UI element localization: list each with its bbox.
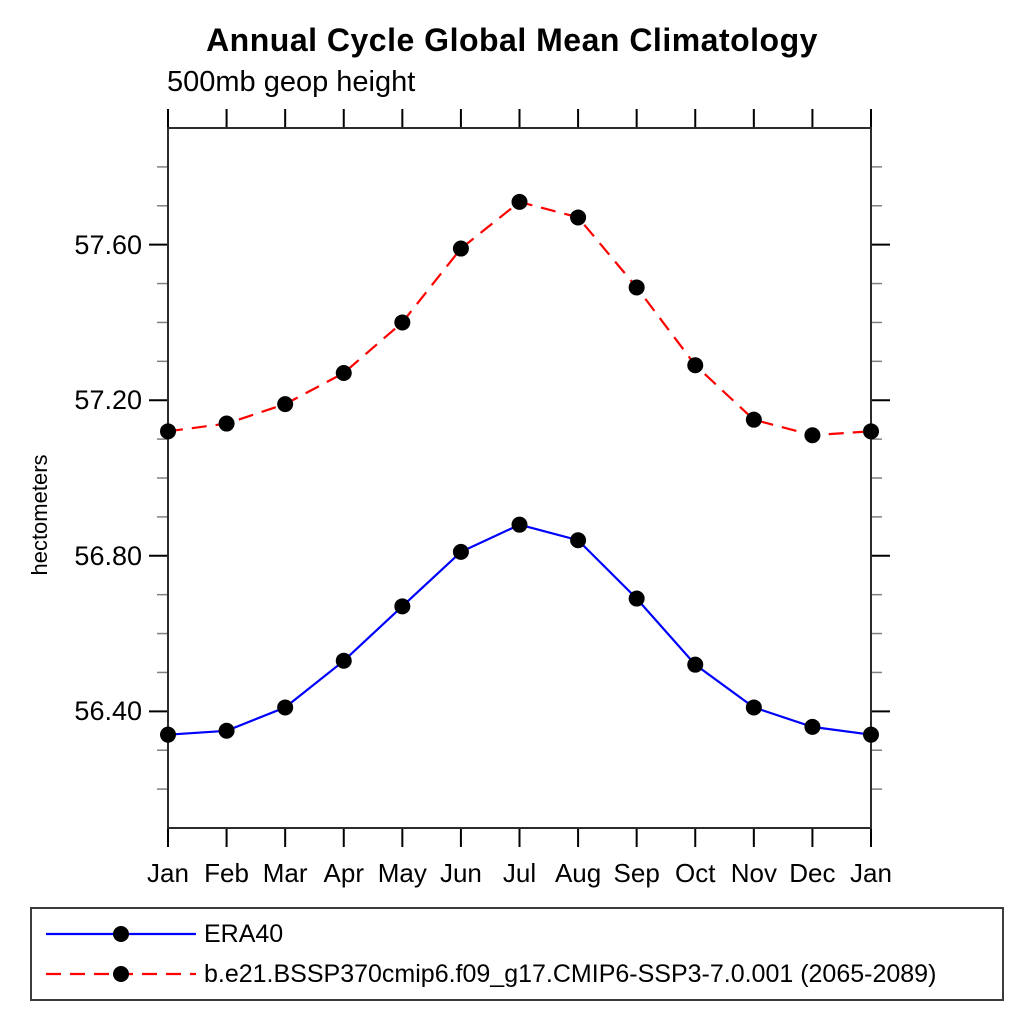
x-tick-label: Mar (262, 858, 308, 888)
data-point-marker (570, 209, 587, 226)
y-tick-label: 57.20 (74, 385, 142, 416)
x-tick-label: Jan (850, 858, 892, 888)
data-point-marker (745, 699, 762, 716)
chart-subtitle: 500mb geop height (167, 66, 416, 98)
data-point-marker (628, 279, 645, 296)
data-point-marker (218, 722, 235, 739)
data-point-marker (570, 532, 587, 549)
legend-entry-era40: ERA40 (45, 919, 1002, 949)
data-point-marker (452, 240, 469, 257)
legend-sample-marker (113, 926, 129, 942)
x-tick-label: Jul (502, 858, 537, 888)
data-point-marker (277, 396, 294, 413)
x-tick-label: Jan (147, 858, 189, 888)
legend-entry-model: b.e21.BSSP370cmip6.f09_g17.CMIP6-SSP3-7.… (45, 959, 1002, 989)
series-line-1 (167, 200, 872, 437)
y-tick-label: 56.40 (74, 696, 142, 727)
data-point-marker (687, 357, 704, 374)
data-point-marker (863, 726, 879, 743)
data-point-marker (335, 365, 352, 381)
legend-box: ERA40 b.e21.BSSP370cmip6.f09_g17.CMIP6-S… (30, 907, 1004, 1001)
series-line-0 (167, 523, 872, 736)
x-tick-label: Jun (439, 858, 482, 888)
data-point-marker (160, 423, 176, 440)
plot-frame (167, 127, 872, 829)
data-point-marker (687, 656, 704, 673)
data-point-marker (160, 726, 176, 743)
data-point-marker (394, 598, 411, 615)
y-tick-label: 57.60 (74, 229, 142, 260)
x-tick-label: Sep (613, 858, 660, 888)
data-point-marker (511, 193, 528, 210)
data-point-marker (804, 427, 821, 444)
data-point-marker (628, 590, 645, 607)
x-tick-label: Apr (323, 858, 364, 888)
legend-sample-marker (113, 966, 129, 982)
legend-label-era40: ERA40 (204, 919, 284, 948)
data-point-marker (511, 516, 528, 533)
legend-line-sample-solid (46, 926, 196, 942)
data-point-marker (394, 314, 411, 331)
y-tick-label: 56.80 (74, 540, 142, 571)
x-tick-label: Feb (204, 858, 249, 888)
x-tick-label: May (377, 858, 427, 888)
data-point-marker (335, 652, 352, 669)
legend-line-sample-dashed (46, 966, 196, 982)
data-point-marker (804, 718, 821, 735)
data-point-marker (452, 543, 469, 560)
x-tick-label: Nov (730, 858, 777, 888)
data-point-marker (745, 411, 762, 428)
data-point-marker (277, 699, 294, 716)
x-tick-label: Oct (675, 858, 716, 888)
data-point-marker (218, 415, 235, 432)
x-tick-label: Dec (789, 858, 836, 888)
data-point-marker (863, 423, 879, 440)
x-tick-label: Aug (554, 858, 602, 888)
legend-label-model: b.e21.BSSP370cmip6.f09_g17.CMIP6-SSP3-7.… (204, 959, 937, 988)
chart-title: Annual Cycle Global Mean Climatology (206, 22, 818, 58)
